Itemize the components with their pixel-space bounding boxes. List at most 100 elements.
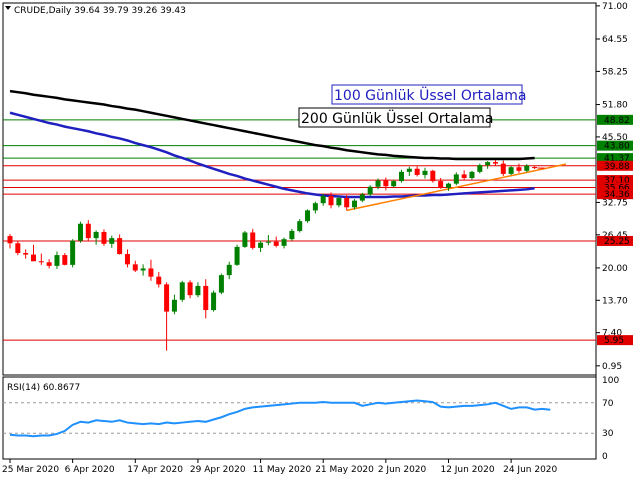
candle-body (399, 171, 404, 182)
candle-body (422, 170, 428, 175)
candle-body (281, 239, 287, 246)
level-tag-label: 43.80 (604, 142, 630, 152)
date-tick-label: 2 Jun 2020 (378, 465, 427, 475)
level-tag-label: 34.36 (604, 190, 630, 200)
ema200-annotation[interactable]: 200 Günlük Üssel Ortalama (298, 107, 493, 128)
candle-body (156, 276, 162, 285)
candle-body (492, 162, 498, 164)
candle-body (117, 238, 123, 255)
level-tag (597, 140, 633, 151)
price-tick-label: 71.00 (602, 2, 628, 12)
candle-body (508, 167, 514, 174)
candle-body (367, 186, 373, 195)
candle-body (297, 221, 303, 231)
ema200-annotation-box (298, 107, 491, 128)
candle-body (93, 231, 99, 239)
candle-body (516, 167, 522, 171)
price-tick-label: 0.95 (602, 362, 622, 372)
symbol-header: CRUDE,Daily 39.64 39.79 39.26 39.43 (14, 6, 186, 16)
candle-body (140, 268, 146, 271)
candle-body (524, 165, 530, 171)
triangle-down-icon[interactable] (5, 6, 11, 10)
price-tick-label: 32.75 (602, 198, 628, 208)
candle-body (414, 168, 420, 175)
candle-body (148, 268, 154, 277)
candle-body (179, 282, 185, 300)
candle-body (344, 198, 350, 208)
candle-body (328, 195, 334, 206)
candle-body (312, 203, 318, 211)
rsi-line (9, 399, 551, 438)
level-tag-label: 5.95 (604, 336, 624, 346)
level-tag-label: 37.10 (604, 176, 630, 186)
ema100-annotation-text: 100 Günlük Üssel Ortalama (334, 86, 526, 104)
rsi-tick-label: 0 (602, 452, 608, 462)
candle-body (430, 170, 436, 182)
candle-body (438, 181, 444, 188)
candle-body (250, 232, 256, 248)
candle-body (101, 231, 107, 244)
candle-body (234, 246, 240, 265)
candle-body (195, 285, 201, 296)
candle-body (70, 240, 76, 265)
rsi-tick-label: 30 (602, 429, 614, 439)
candle-body (218, 275, 224, 293)
date-tick-label: 12 Jun 2020 (440, 465, 494, 475)
candle-body (453, 174, 459, 184)
candle-body (124, 254, 130, 265)
candle-body (171, 299, 177, 312)
candle-body (30, 254, 36, 262)
price-panel-frame (2, 2, 597, 376)
price-tick-label: 13.70 (602, 296, 628, 306)
rsi-layer: 100 70 30 0 (3, 376, 619, 462)
date-tick-label: 17 Apr 2020 (127, 465, 183, 475)
candle-body (77, 223, 83, 241)
candle-body (477, 165, 483, 172)
candle-body (532, 167, 538, 169)
trendline-layer (346, 163, 567, 212)
price-axis: 71.00 64.55 58.25 51.80 45.50 32.75 26.45 20.00… (596, 2, 633, 372)
candle-body (7, 236, 13, 244)
candle-body (211, 292, 217, 311)
rsi-panel-frame (2, 376, 597, 460)
candle-body (469, 171, 475, 179)
ema100-annotation-box (331, 84, 523, 105)
price-tick-label: 58.25 (602, 67, 628, 77)
candle-body (500, 163, 506, 174)
candle-body (461, 174, 467, 179)
candles (7, 160, 545, 351)
candle-body (305, 210, 311, 222)
candle-body (289, 230, 295, 240)
candle-body (391, 181, 397, 187)
candle-body (203, 285, 209, 311)
candle-body (258, 242, 264, 248)
candle-body (265, 241, 271, 243)
date-axis: 25 Mar 2020 6 Apr 2020 17 Apr 2020 29 Apr 2… (2, 459, 558, 475)
candle-body (132, 264, 138, 271)
candle-body (273, 241, 279, 246)
candle-body (320, 195, 326, 204)
candle-body (54, 255, 60, 266)
candle-body (15, 243, 21, 254)
candle-body (226, 264, 232, 276)
level-tag-label: 39.88 (604, 162, 630, 172)
candle-body (383, 180, 389, 187)
price-tick-label: 26.45 (602, 231, 628, 241)
price-tick-label: 20.00 (602, 264, 628, 274)
candle-body (109, 238, 115, 244)
level-tag-label: 25.25 (604, 237, 630, 247)
candle-body (445, 183, 451, 188)
ema100-annotation[interactable]: 100 Günlük Üssel Ortalama (331, 84, 526, 105)
level-tag-label: 48.82 (604, 116, 630, 126)
level-tag (597, 175, 633, 186)
level-tag (597, 235, 633, 246)
date-tick-label: 21 May 2020 (315, 465, 374, 475)
rsi-tick-label: 100 (602, 376, 619, 386)
candle-body (359, 194, 365, 201)
candle-body (336, 198, 342, 206)
date-tick-label: 25 Mar 2020 (2, 465, 59, 475)
candle-body (187, 282, 193, 296)
level-tag (597, 160, 633, 171)
